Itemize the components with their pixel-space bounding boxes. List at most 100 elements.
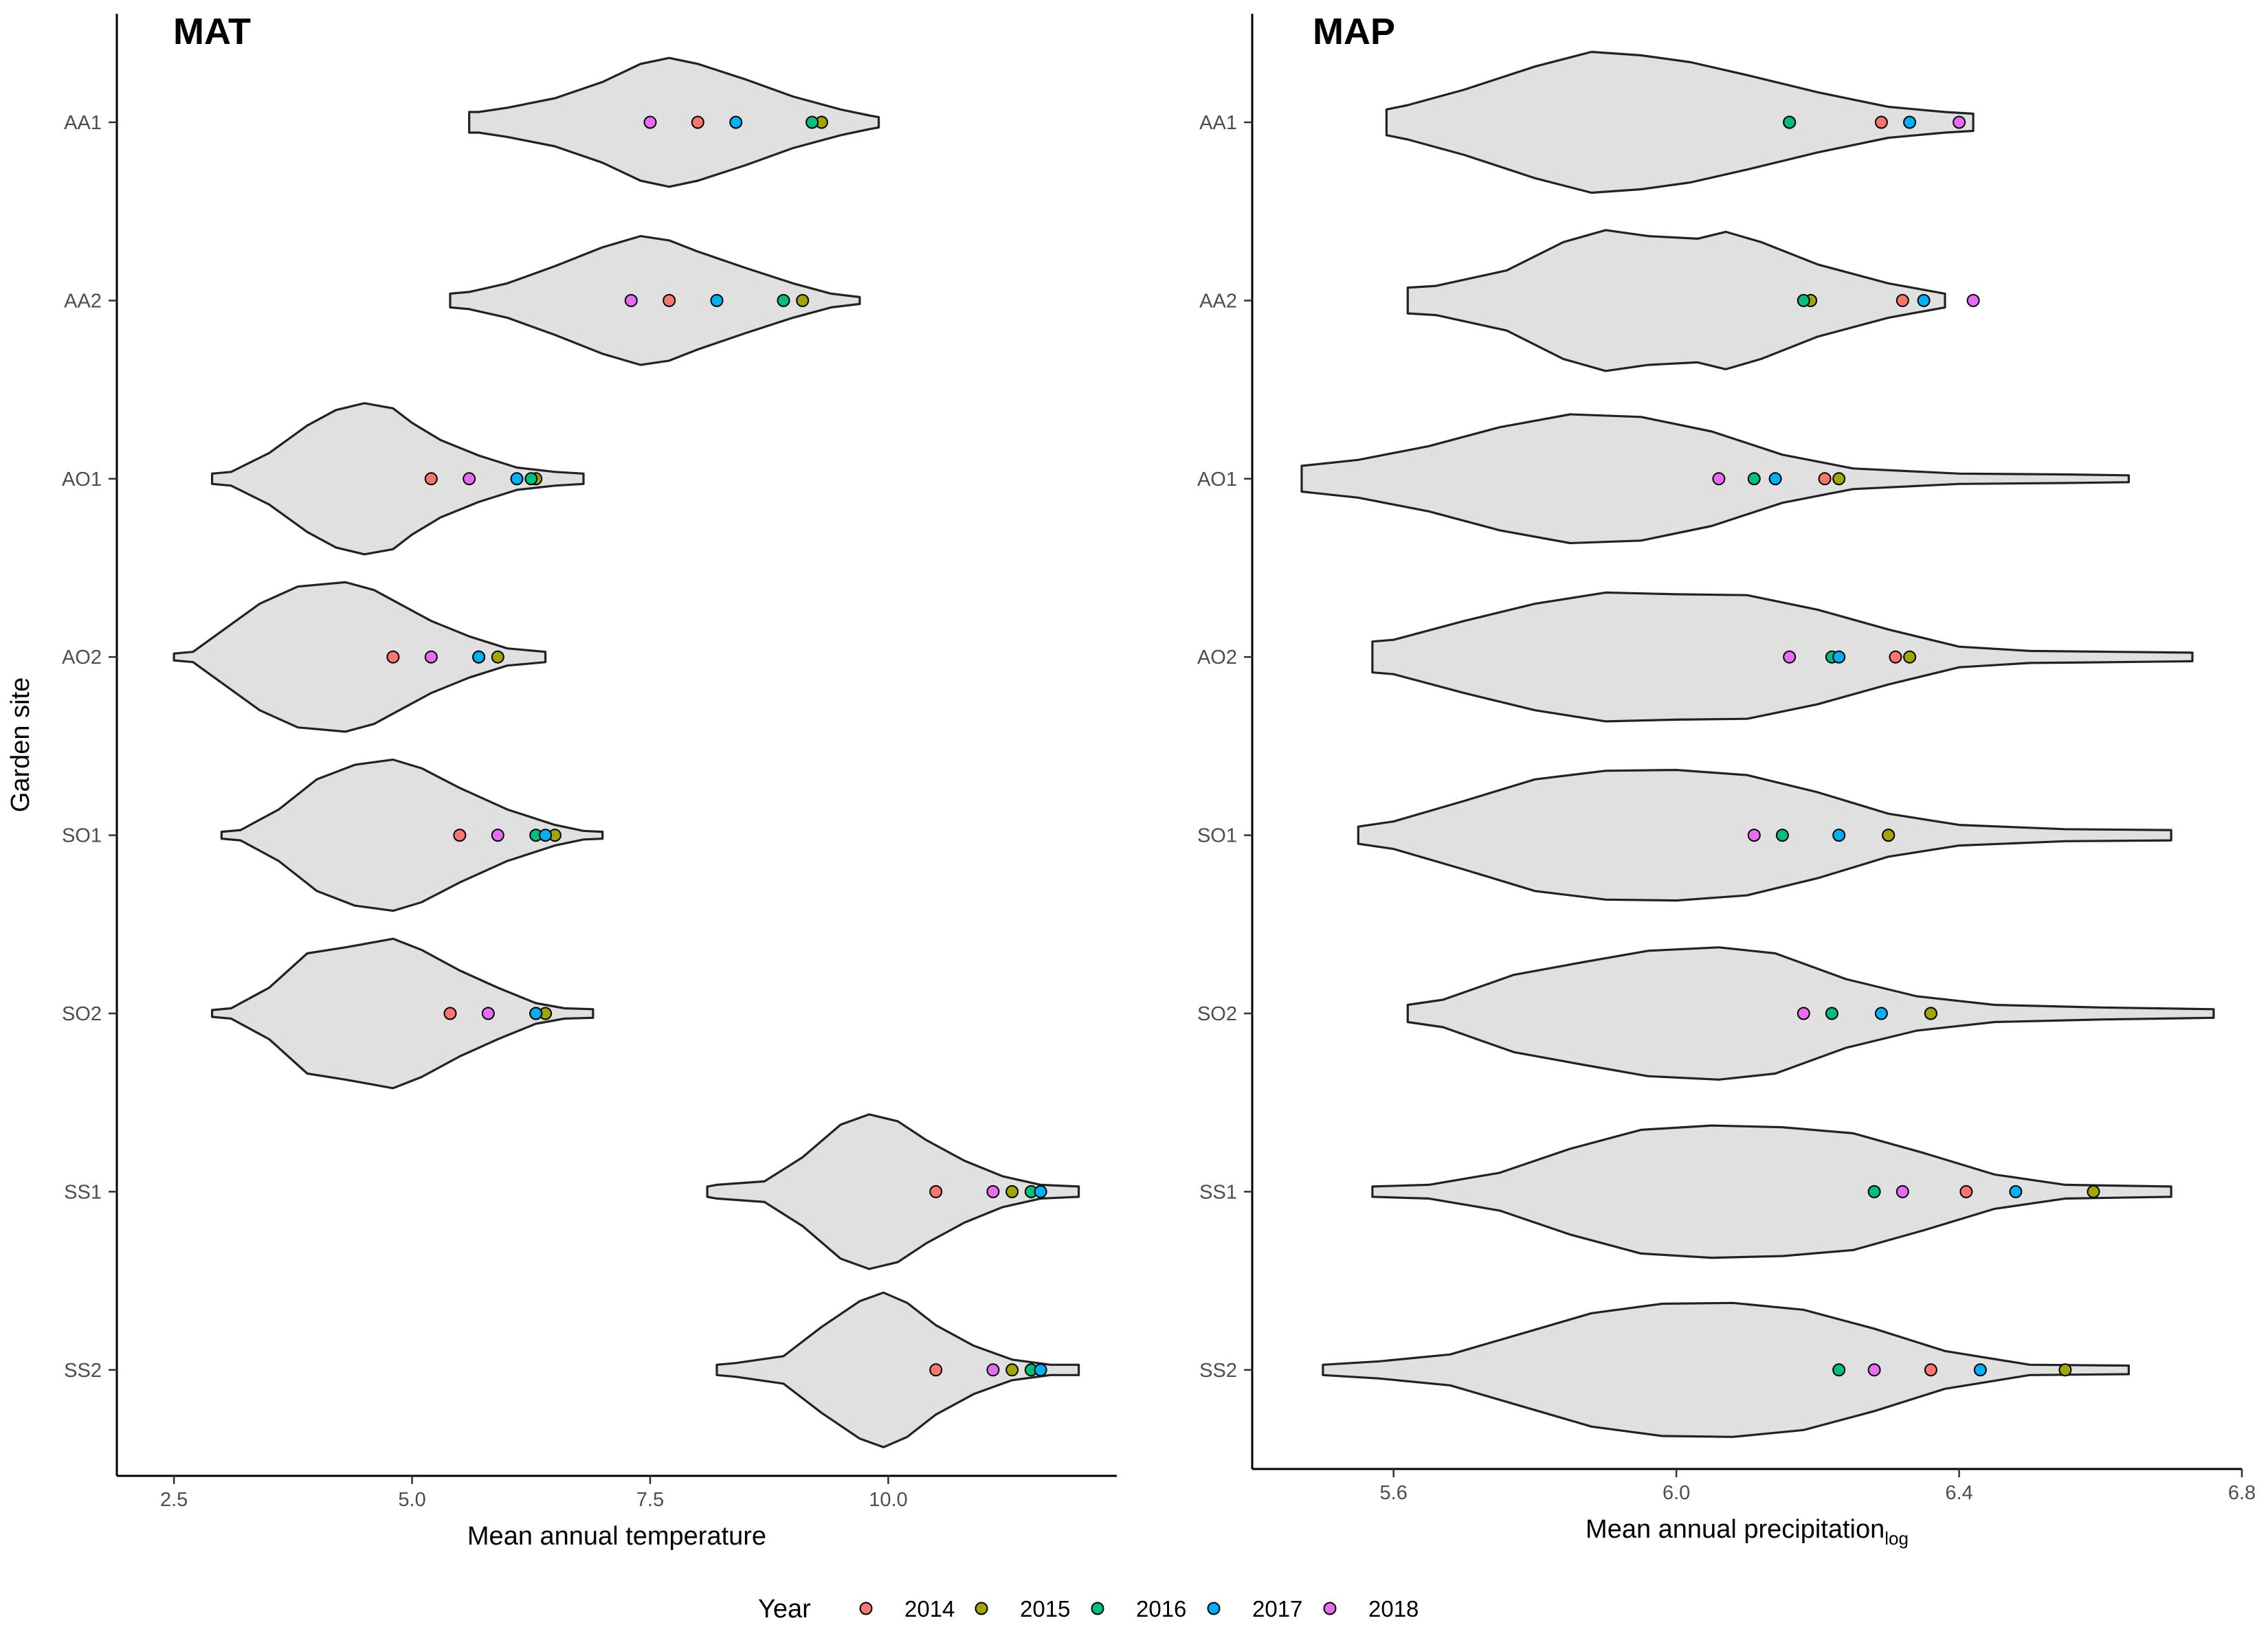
point-2014-AA2 [1895, 293, 1909, 307]
point-2014-SS1 [1959, 1185, 1973, 1198]
point-2017-SS2 [1034, 1363, 1047, 1377]
point-2018-AO1 [463, 472, 476, 486]
violin-AO2 [173, 581, 547, 733]
violin-SO1 [220, 759, 604, 912]
point-2014-SS2 [1924, 1363, 1937, 1377]
point-2016-AA2 [1797, 293, 1810, 307]
point-2018-SS2 [1867, 1363, 1881, 1377]
point-2017-SS2 [1973, 1363, 1987, 1377]
y-tick-label: AO2 [1197, 647, 1237, 669]
point-2017-AA1 [729, 115, 743, 129]
point-2015-SO2 [1924, 1007, 1937, 1020]
point-2014-AA1 [1874, 115, 1888, 129]
legend: Year 2014 2015 2016 2017 2018 [758, 1595, 1419, 1624]
x-tick-label: 2.5 [160, 1489, 188, 1511]
point-2017-AA2 [710, 293, 724, 307]
point-2018-SO2 [481, 1007, 495, 1020]
violin-SS1 [1371, 1124, 2172, 1259]
legend-key-2018 [1323, 1602, 1337, 1615]
legend-label-2014: 2014 [904, 1596, 955, 1622]
point-2015-SS1 [1005, 1185, 1019, 1198]
legend-key-2015 [975, 1602, 988, 1615]
y-tick-label: SS2 [1199, 1360, 1237, 1382]
point-2017-SS1 [2009, 1185, 2023, 1198]
point-2018-AA2 [624, 293, 638, 307]
y-tick-label: AO1 [62, 469, 102, 491]
legend-key-2014 [859, 1602, 873, 1615]
point-2017-SO2 [529, 1007, 543, 1020]
y-tick-label: SS2 [64, 1360, 102, 1382]
x-tick-label: 7.5 [636, 1489, 664, 1511]
point-2016-AA2 [777, 293, 790, 307]
point-2015-AO1 [1832, 472, 1846, 486]
x-tick-label: 6.4 [1945, 1482, 1972, 1504]
point-2017-AO2 [1832, 650, 1846, 664]
violin-SS2 [715, 1291, 1080, 1448]
violin-SO1 [1357, 769, 2172, 902]
panel-map: AA1 AA2 AO1 AO2 SO1 SO2 SS1 SS2 5.6 6.0 6.4 6.8 MAP M… [1197, 11, 2256, 1549]
point-2017-SO1 [1832, 829, 1846, 842]
point-2018-AO2 [424, 650, 438, 664]
x-axis-title-subscript: log [1885, 1528, 1909, 1549]
point-2017-AA2 [1917, 293, 1931, 307]
y-tick-label: AO1 [1197, 469, 1237, 491]
point-2018-SS2 [986, 1363, 1000, 1377]
violin-AO2 [1371, 591, 2194, 723]
y-tick-label: AO2 [62, 647, 102, 669]
point-2014-SS1 [929, 1185, 943, 1198]
point-2016-AA1 [805, 115, 819, 129]
panel-title: MAT [173, 11, 251, 52]
point-2017-SS1 [1034, 1185, 1047, 1198]
point-2018-SS1 [1895, 1185, 1909, 1198]
point-2016-SS2 [1832, 1363, 1846, 1377]
y-tick-label: AA2 [64, 290, 102, 312]
point-2014-AO2 [386, 650, 400, 664]
point-2014-AO1 [1818, 472, 1832, 486]
x-tick-label: 5.0 [398, 1489, 425, 1511]
point-2017-AO2 [472, 650, 486, 664]
panel-mat: AA1 AA2 AO1 AO2 SO1 SO2 SS1 SS2 2.5 5.0 7.5 10.0 MAT… [6, 11, 1117, 1551]
point-2016-AO1 [524, 472, 538, 486]
point-2015-SS2 [2058, 1363, 2072, 1377]
point-2017-AO1 [1768, 472, 1782, 486]
x-tick-label: 10.0 [869, 1489, 907, 1511]
x-tick-label: 6.8 [2228, 1482, 2256, 1504]
point-2016-SS1 [1867, 1185, 1881, 1198]
point-2015-SO1 [1882, 829, 1895, 842]
point-2018-AO2 [1783, 650, 1797, 664]
point-2018-SO1 [1747, 829, 1761, 842]
violin-SO2 [1406, 946, 2215, 1081]
x-tick-label: 6.0 [1663, 1482, 1690, 1504]
violin-AA1 [468, 56, 880, 188]
y-tick-label: SO1 [1197, 825, 1237, 847]
point-2014-AO1 [424, 472, 438, 486]
violin-AA2 [1406, 229, 1946, 372]
point-2014-AO2 [1889, 650, 1902, 664]
y-tick-label: SS1 [1199, 1181, 1237, 1203]
y-tick-label: AA1 [1199, 112, 1237, 134]
y-tick-label: AA1 [64, 112, 102, 134]
violin-SS1 [706, 1113, 1080, 1270]
x-axis-title: Mean annual precipitationlog [1586, 1515, 1909, 1549]
point-2015-SS1 [2087, 1185, 2100, 1198]
violin-SS2 [1322, 1301, 2130, 1438]
violin-SO2 [211, 937, 594, 1090]
point-2018-AA1 [1953, 115, 1966, 129]
legend-label-2018: 2018 [1368, 1596, 1419, 1622]
point-2016-SO2 [1825, 1007, 1838, 1020]
legend-label-2015: 2015 [1020, 1596, 1070, 1622]
legend-key-2016 [1091, 1602, 1104, 1615]
point-2015-SS2 [1005, 1363, 1019, 1377]
point-2018-SS1 [986, 1185, 1000, 1198]
y-tick-label: SO1 [62, 825, 102, 847]
y-tick-label: SO2 [62, 1003, 102, 1025]
y-tick-label: SO2 [1197, 1003, 1237, 1025]
x-tick-label: 5.6 [1380, 1482, 1408, 1504]
legend-key-2017 [1207, 1602, 1221, 1615]
y-axis-title: Garden site [6, 677, 35, 812]
x-axis-title: Mean annual temperature [467, 1522, 766, 1551]
y-tick-label: SS1 [64, 1181, 102, 1203]
point-2014-SS2 [929, 1363, 943, 1377]
legend-label-2016: 2016 [1136, 1596, 1186, 1622]
